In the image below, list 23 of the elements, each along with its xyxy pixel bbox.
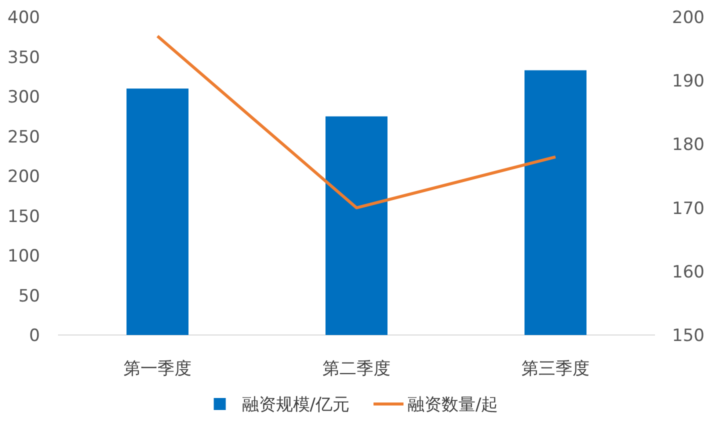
y2-tick-label: 200 xyxy=(672,8,704,28)
y-tick-label: 200 xyxy=(8,167,40,187)
bar xyxy=(326,116,388,335)
y-tick-label: 350 xyxy=(8,48,40,68)
y-tick-label: 100 xyxy=(8,246,40,266)
y2-tick-label: 150 xyxy=(672,326,704,346)
x-tick-label: 第三季度 xyxy=(522,359,590,379)
y-tick-label: 150 xyxy=(8,206,40,227)
bar xyxy=(524,70,586,335)
legend-label: 融资规模/亿元 xyxy=(242,395,350,415)
y-tick-label: 300 xyxy=(8,88,40,108)
y-tick-label: 0 xyxy=(29,326,40,346)
y2-tick-label: 170 xyxy=(672,198,704,219)
y-tick-label: 250 xyxy=(8,127,40,148)
y2-tick-label: 160 xyxy=(672,262,704,282)
legend-label: 融资数量/起 xyxy=(408,395,498,415)
y-tick-label: 50 xyxy=(18,286,40,306)
y2-tick-label: 180 xyxy=(672,135,704,156)
y-tick-label: 400 xyxy=(8,8,40,28)
x-tick-label: 第二季度 xyxy=(322,359,390,379)
y2-tick-label: 190 xyxy=(672,72,704,92)
bar xyxy=(126,88,188,335)
x-tick-label: 第一季度 xyxy=(124,359,192,379)
